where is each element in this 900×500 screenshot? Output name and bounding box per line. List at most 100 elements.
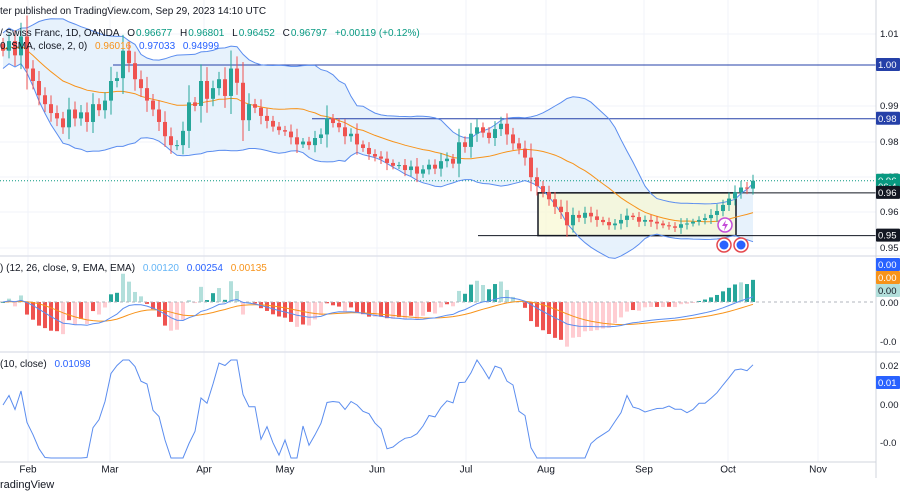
candle-body [661,223,665,226]
macd-histogram-bar [373,302,377,317]
candle-body [247,104,251,121]
candle-body [517,143,521,149]
candle-body [37,81,41,96]
macd-histogram-bar [43,302,47,329]
close-value: 0.96797 [290,28,328,39]
candle-body [199,81,203,106]
macd-histogram-bar [493,284,497,302]
price-tag-label: 0.95 [878,231,897,242]
candle-body [151,100,155,110]
candle-body [667,225,671,227]
candle-body [529,157,533,178]
macd-histogram-bar [313,302,317,320]
time-tick-label: Jul [460,464,473,475]
macd-histogram-bar [457,290,461,302]
macd-histogram-bar [361,302,365,315]
macd-histogram-bar [103,302,107,308]
price-tick-label: 0.96 [880,207,899,218]
macd-histogram-bar [745,284,749,302]
macd-histogram-bar [751,279,755,302]
candle-body [493,129,497,138]
candle-body [103,100,107,111]
macd-histogram-bar [427,302,431,312]
candle-body [301,141,305,145]
candle-body [589,212,593,217]
macd-histogram-bar [295,302,299,327]
macd-histogram-bar [211,293,215,302]
macd-histogram-bar [133,291,137,302]
candle-body [403,165,407,171]
candle-body [235,68,239,83]
price-tag-label-bg [876,185,900,199]
candle-body [601,219,605,223]
macd-histogram-bar [7,298,11,302]
candle-body [43,95,47,105]
momentum-value-tag: 0.01 [878,378,897,389]
candle-body [721,204,725,212]
macd-hist-value: 0.00120 [142,263,179,274]
macd-histogram-bar [667,302,671,307]
candle-body [439,161,443,169]
candle-body [397,165,401,167]
candle-body [457,142,461,164]
symbol-legend: / Swiss Franc, 1D, OANDA O0.96677 H0.968… [0,28,425,39]
macd-histogram-bar [397,302,401,318]
price-tick-label: 0.98 [880,137,899,148]
candle-body [577,214,581,218]
candle-body [217,79,221,89]
momentum-pane[interactable] [2,358,754,459]
low-value: 0.96452 [238,28,275,39]
tradingview-logo-text[interactable]: radingView [0,479,55,491]
momentum-legend: (10, close) 0.01098 [0,359,96,370]
macd-histogram-bar [499,281,503,302]
candle-body [391,162,395,166]
macd-signal-value: 0.00135 [230,263,267,274]
candle-body [55,113,59,119]
momentum-tick-label: 0.02 [880,361,899,372]
momentum-tick-label: -0.0 [880,438,896,449]
price-pane[interactable] [0,15,876,259]
candle-body [67,109,71,128]
candle-body [409,166,413,171]
macd-histogram-bar [349,302,353,308]
time-axis[interactable]: Feb Mar Apr May Jun Jul Aug Sep Oct Nov [0,461,876,475]
candle-body [313,138,317,146]
macd-histogram-bar [385,302,389,319]
candle-body [283,130,287,132]
macd-signal-tag-bg [876,271,900,284]
macd-line-value: 0.00254 [186,263,223,274]
candle-body [487,132,491,138]
candle-body [541,186,545,193]
candle-body [121,50,125,79]
candle-body [637,217,641,222]
macd-histogram-bar [247,301,251,303]
candle-body [685,223,689,225]
time-tick-label: Jun [369,464,385,475]
candle-body [7,41,11,51]
macd-histogram-bar [439,302,443,308]
macd-histogram-bar [601,302,605,329]
momentum-label: (10, close) [0,359,47,370]
macd-histogram-bar [691,302,695,303]
candle-body [373,154,377,157]
macd-tick-label: -0.0 [880,337,896,348]
close-key: C [282,28,290,39]
macd-histogram-bar [73,302,77,325]
macd-pane[interactable] [0,273,876,347]
macd-histogram-bar [571,302,575,338]
price-axis[interactable]: 1.010.990.980.970.960.951.000.980.9606:4… [875,0,900,478]
macd-histogram-bar [703,299,707,302]
macd-histogram-bar [511,296,515,302]
macd-histogram-bar [727,287,731,302]
candle-body [547,192,551,200]
macd-histogram-bar [451,302,455,307]
candle-body [187,102,191,131]
candle-body [745,187,749,189]
candle-body [619,219,623,224]
macd-histogram-bar [343,302,347,312]
macd-histogram-bar [391,302,395,319]
time-tick-label: Apr [196,464,212,475]
candle-body [349,133,353,137]
candle-body [85,112,89,122]
